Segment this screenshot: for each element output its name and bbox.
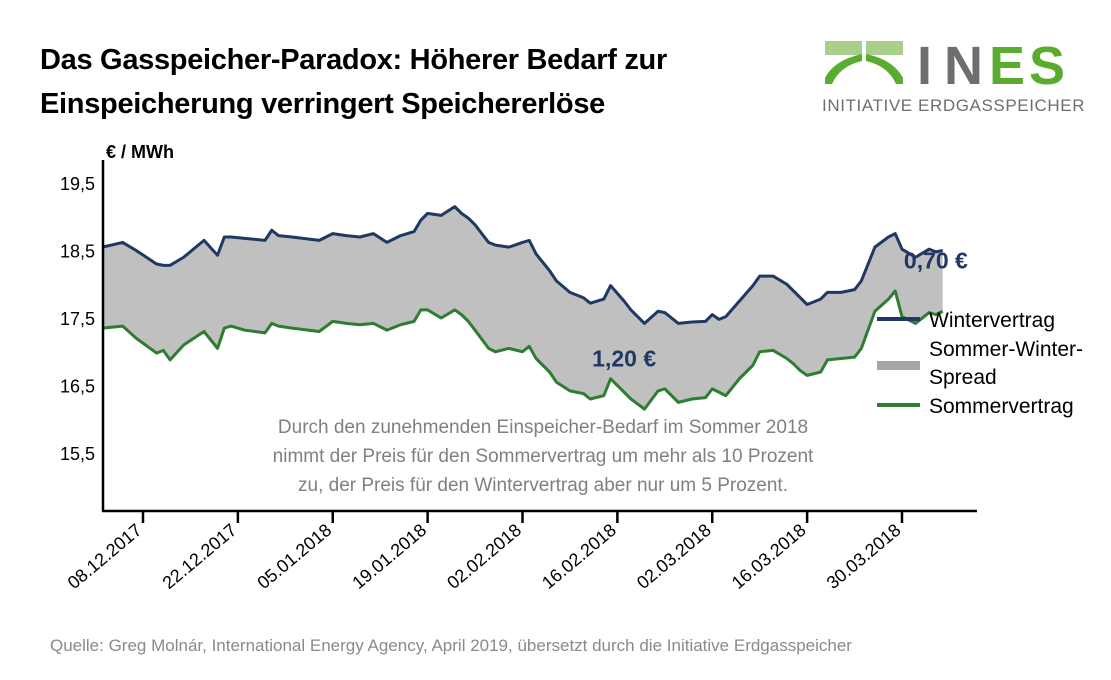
x-tick-label: 22.12.2017 [159, 520, 241, 593]
logo-subtitle: INITIATIVE ERDGASSPEICHER [822, 96, 1086, 115]
legend: Wintervertrag Sommer-Winter- Spread Somm… [877, 309, 1083, 418]
logo-letter-n: N [944, 38, 983, 96]
legend-label-winter: Wintervertrag [929, 309, 1055, 332]
legend-item-spread: Sommer-Winter- Spread [877, 338, 1083, 389]
title-line-1: Das Gasspeicher-Paradox: Höherer Bedarf … [40, 44, 667, 76]
note-line-2: nimmt der Preis für den Sommervertrag um… [273, 446, 814, 467]
y-tick-label: 17,5 [60, 309, 95, 329]
source-note: Quelle: Greg Molnár, International Energ… [50, 636, 852, 655]
x-tick-label: 16.03.2018 [728, 520, 810, 593]
logo-letter-i: I [917, 38, 932, 96]
annotation-spread-0-70: 0,70 € [904, 248, 968, 274]
series-line-wintervertrag [101, 205, 943, 325]
legend-label-summer: Sommervertrag [929, 395, 1074, 418]
x-tick-label: 02.02.2018 [443, 520, 525, 593]
note-line-1: Durch den zunehmenden Einspeicher-Bedarf… [278, 417, 808, 438]
logo-letter-e: E [989, 38, 1025, 96]
logo-letter-s: S [1029, 38, 1065, 96]
y-axis-unit: € / MWh [106, 142, 174, 162]
x-tick-label: 16.02.2018 [538, 520, 620, 593]
legend-item-wintervertrag: Wintervertrag [877, 309, 1055, 332]
annotation-0-70: 0,70 € [904, 248, 968, 274]
annotation-1-20: 1,20 € [592, 346, 656, 372]
y-tick-labels: 15,5 16,5 17,5 18,5 19,5 [60, 174, 95, 464]
y-tick-label: 18,5 [60, 242, 95, 262]
x-tick-label: 19.01.2018 [348, 520, 430, 593]
legend-swatch-spread [877, 361, 920, 370]
x-tick-label: 08.12.2017 [64, 520, 146, 593]
x-tick-label: 02.03.2018 [633, 520, 715, 593]
ines-logo: I N E S [825, 38, 1065, 96]
spread-area [102, 206, 943, 410]
annotation-spread-1-20: 1,20 € [592, 346, 656, 372]
note-line-3: zu, der Preis für den Wintervertrag aber… [298, 475, 788, 496]
x-ticks: 08.12.2017 22.12.2017 05.01.2018 19.01.2018… [64, 511, 905, 593]
legend-label-spread-2: Spread [929, 366, 997, 389]
series-line-sommervertrag [102, 289, 944, 411]
x-tick-label: 05.01.2018 [253, 520, 335, 593]
storage-arch-icon [825, 41, 903, 84]
y-tick-label: 19,5 [60, 174, 95, 194]
legend-item-sommervertrag: Sommervertrag [877, 395, 1074, 418]
y-tick-label: 15,5 [60, 444, 95, 464]
legend-label-spread-1: Sommer-Winter- [929, 338, 1083, 361]
title-line-2: Einspeicherung verringert Speichererlöse [40, 88, 605, 120]
x-tick-label: 30.03.2018 [823, 520, 905, 593]
chart-title: Das Gasspeicher-Paradox: Höherer Bedarf … [40, 38, 667, 126]
explanation-note: Durch den zunehmenden Einspeicher-Bedarf… [273, 417, 814, 496]
plot-area [101, 205, 944, 411]
y-tick-label: 16,5 [60, 377, 95, 397]
